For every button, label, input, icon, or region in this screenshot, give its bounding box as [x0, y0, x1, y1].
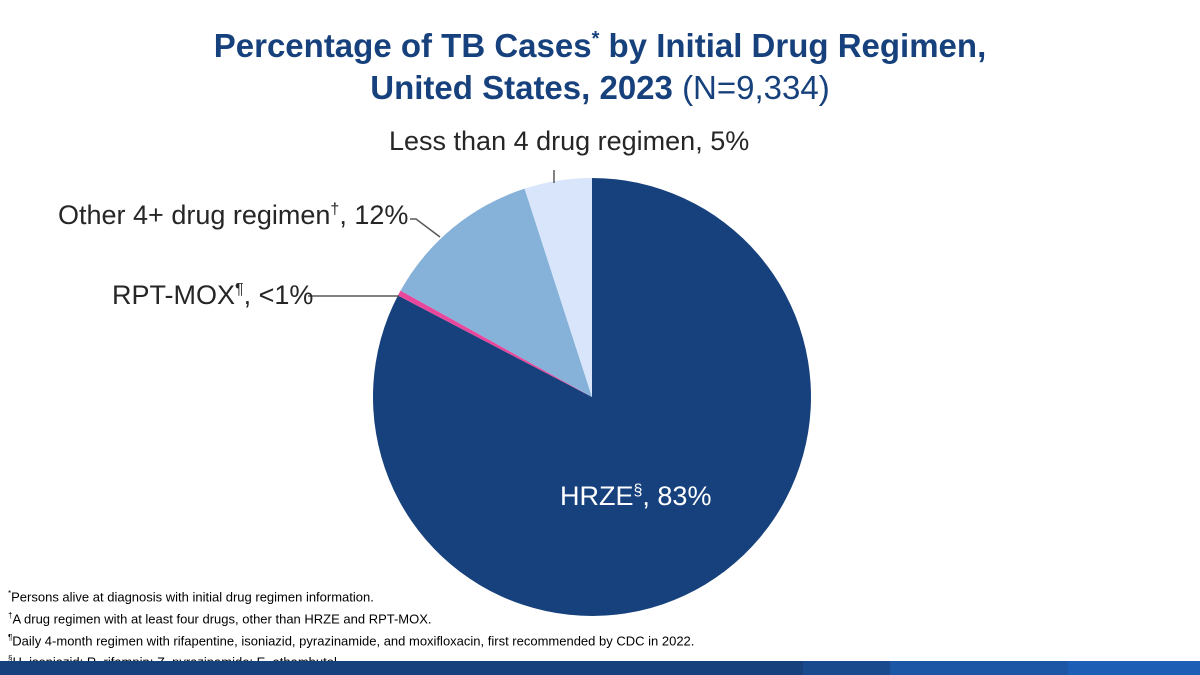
data-label-hrze: HRZE§, 83% — [560, 481, 712, 511]
pie-slice-hrze — [372, 178, 811, 617]
chart-title: Percentage of TB Cases* by Initial Drug … — [0, 18, 1200, 109]
footnotes: *Persons alive at diagnosis with initial… — [8, 585, 694, 672]
sample-size: (N=9,334) — [682, 69, 830, 106]
pie-slice-other-4-drug-regimen — [400, 188, 592, 397]
title-text: Percentage of TB Cases — [213, 27, 592, 64]
title-text: United States, 2023 — [370, 69, 673, 106]
footnote: *Persons alive at diagnosis with initial… — [8, 589, 374, 605]
pie-slice-rpt-mox — [397, 290, 592, 397]
footer-bar-segment — [0, 661, 803, 675]
footnote: ¶Daily 4-month regimen with rifapentine,… — [8, 632, 695, 648]
footnote: †A drug regimen with at least four drugs… — [8, 610, 432, 627]
leader-line-other-4plus — [410, 218, 441, 238]
pie-slice-less-than-4-drug-regimen — [524, 178, 592, 397]
footer-bar-segment — [1068, 661, 1200, 675]
data-label-rpt-mox: RPT-MOX¶, <1% — [112, 280, 314, 310]
data-label-other-4plus: Other 4+ drug regimen†, 12% — [58, 200, 409, 230]
title-text: by Initial Drug Regimen, — [599, 27, 987, 64]
title-footnote-mark: * — [591, 28, 600, 50]
data-label-less-than-4: Less than 4 drug regimen, 5% — [389, 126, 750, 156]
footer-bar-segment — [890, 661, 1068, 675]
footer-bar-segment — [803, 661, 890, 675]
